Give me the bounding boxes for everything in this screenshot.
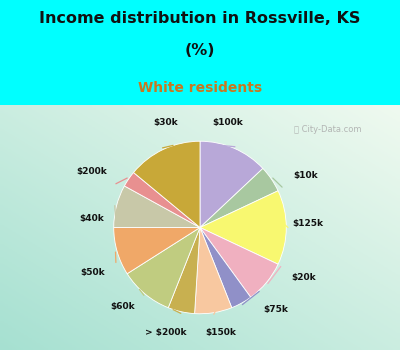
- Text: $30k: $30k: [153, 118, 178, 127]
- Wedge shape: [124, 173, 200, 228]
- Text: Income distribution in Rossville, KS: Income distribution in Rossville, KS: [39, 12, 361, 26]
- Text: $100k: $100k: [212, 118, 243, 127]
- Wedge shape: [200, 228, 251, 308]
- Text: $200k: $200k: [77, 167, 108, 176]
- Text: $20k: $20k: [291, 273, 316, 282]
- Text: $10k: $10k: [293, 171, 318, 180]
- Wedge shape: [194, 228, 232, 314]
- Wedge shape: [200, 141, 263, 228]
- Wedge shape: [200, 191, 286, 264]
- Wedge shape: [200, 228, 278, 297]
- Text: > $200k: > $200k: [145, 328, 186, 337]
- Wedge shape: [114, 228, 200, 274]
- Text: $40k: $40k: [80, 214, 104, 223]
- Text: $125k: $125k: [292, 219, 323, 228]
- Wedge shape: [200, 168, 278, 228]
- Text: White residents: White residents: [138, 81, 262, 95]
- Wedge shape: [134, 141, 200, 228]
- Text: $60k: $60k: [110, 302, 135, 312]
- Text: $75k: $75k: [264, 305, 288, 314]
- Text: $150k: $150k: [205, 328, 236, 337]
- Text: ⓘ City-Data.com: ⓘ City-Data.com: [294, 125, 362, 134]
- Wedge shape: [168, 228, 200, 314]
- Wedge shape: [114, 186, 200, 228]
- Wedge shape: [127, 228, 200, 308]
- Text: (%): (%): [185, 43, 215, 58]
- Text: $50k: $50k: [80, 268, 104, 277]
